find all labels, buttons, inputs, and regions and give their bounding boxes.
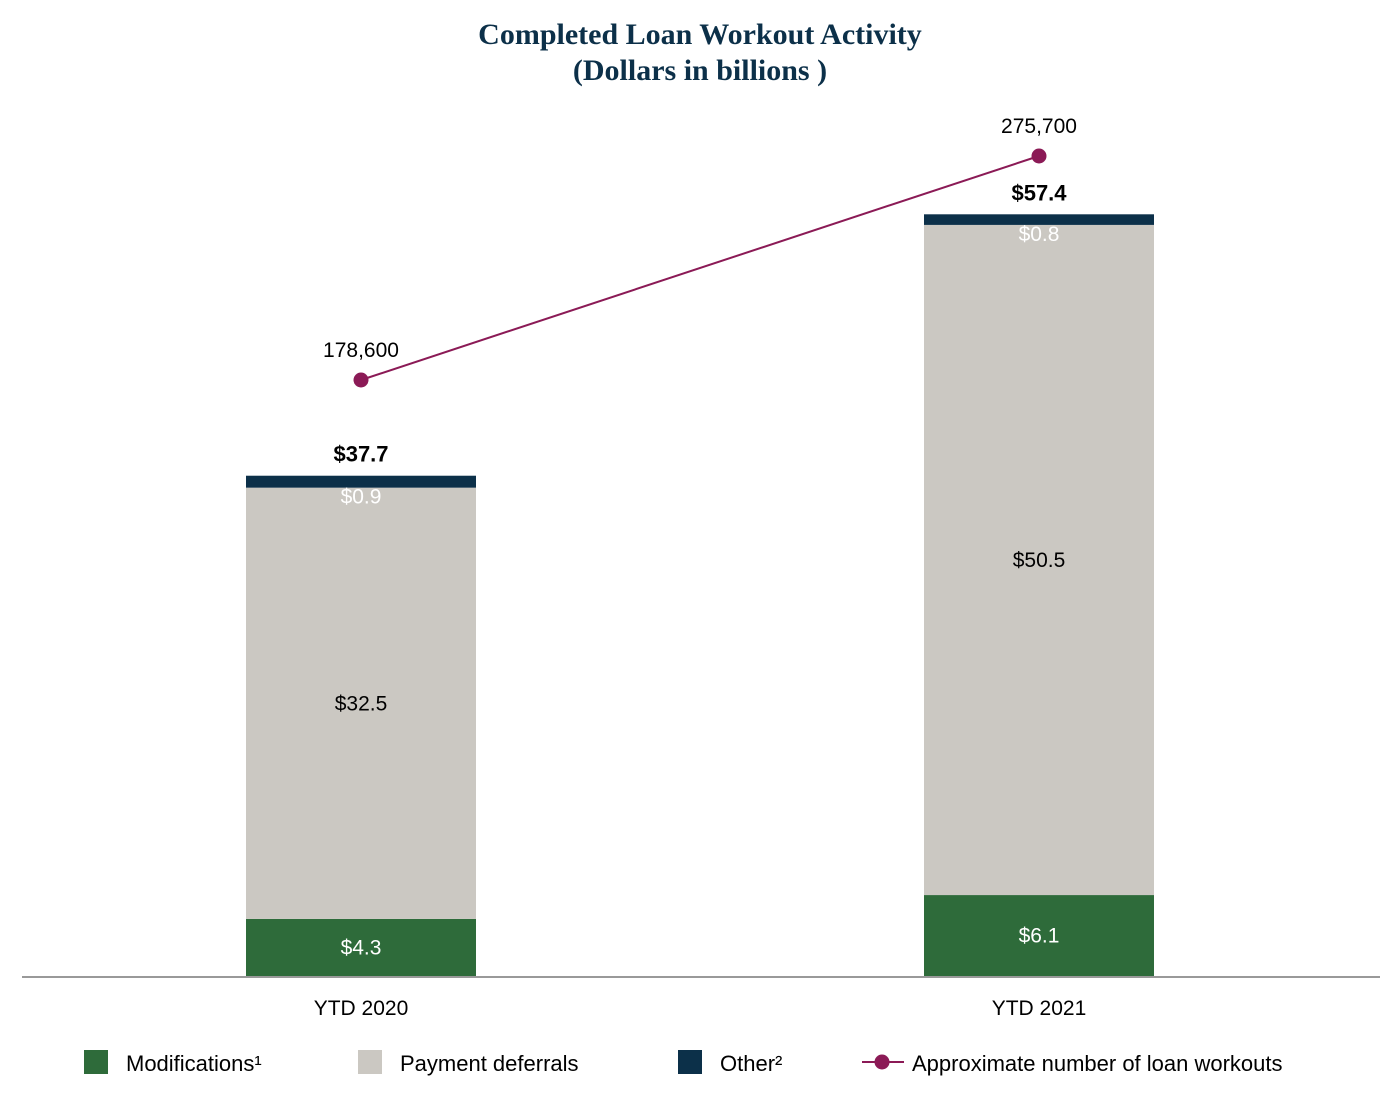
- legend: Modifications¹ Payment deferrals Other² App…: [84, 1050, 1283, 1076]
- legend-swatch: [84, 1050, 108, 1074]
- legend-label: Modifications¹: [126, 1051, 262, 1076]
- bar-total-label: $57.4: [1011, 180, 1067, 205]
- bar-segment: [924, 214, 1154, 225]
- workout-count-label: 275,700: [1001, 115, 1077, 138]
- legend-label: Approximate number of loan workouts: [912, 1051, 1283, 1076]
- bar-segment: [246, 918, 476, 976]
- category-label: YTD 2020: [314, 997, 409, 1020]
- chart-subtitle: (Dollars in billions ): [573, 54, 827, 87]
- legend-swatch: [678, 1050, 702, 1074]
- segment-label: $32.5: [335, 692, 388, 715]
- labels-layer: $4.3 $32.5 $0.9 $37.7 $6.1 $50.5 $0.8 $57.4: [333, 180, 1067, 959]
- chart-title: Completed Loan Workout Activity: [478, 18, 922, 51]
- category-label: YTD 2021: [992, 997, 1087, 1020]
- bar-segment: [246, 487, 476, 919]
- workout-count-label: 178,600: [323, 339, 399, 362]
- category-labels: YTD 2020 YTD 2021: [314, 997, 1087, 1020]
- segment-label: $0.8: [1019, 223, 1060, 246]
- workout-count-point: [1031, 148, 1047, 164]
- segment-label: $0.9: [341, 486, 382, 509]
- legend-marker-swatch: [874, 1054, 890, 1070]
- bars-layer: [246, 214, 1154, 976]
- legend-swatch: [358, 1050, 382, 1074]
- segment-label: $4.3: [341, 936, 382, 959]
- bar-segment: [924, 895, 1154, 976]
- bar-total-label: $37.7: [333, 442, 388, 467]
- segment-label: $50.5: [1013, 549, 1066, 572]
- segment-label: $6.1: [1019, 925, 1060, 948]
- workout-count-line-layer: 178,600 275,700: [323, 115, 1077, 388]
- legend-label: Other²: [720, 1051, 782, 1076]
- workout-count-point: [353, 372, 369, 388]
- bar-segment: [246, 475, 476, 488]
- workout-count-line: [360, 155, 1040, 381]
- bar-segment: [924, 224, 1154, 896]
- legend-label: Payment deferrals: [400, 1051, 579, 1076]
